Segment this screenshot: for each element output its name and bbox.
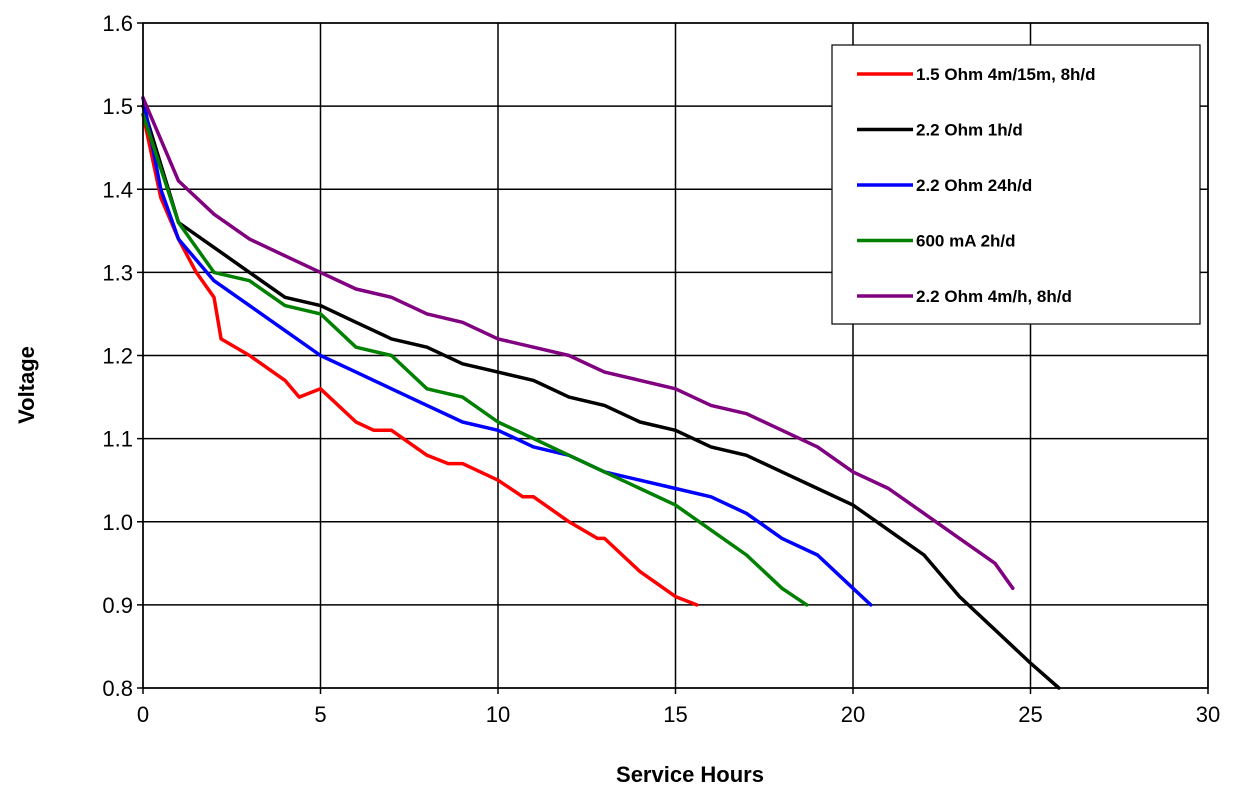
series-line	[141, 112, 809, 607]
y-tick-label: 0.8	[102, 676, 133, 701]
axis-ticks: 0.8 0.9 1.0 1.1 1.2 1.3 1.4 1.5 1.6 0 5 10 15 20 25 30	[102, 11, 1220, 727]
legend-label: 2.2 Ohm 4m/h, 8h/d	[916, 287, 1072, 306]
series-lines	[141, 96, 1061, 690]
legend-label: 1.5 Ohm 4m/15m, 8h/d	[916, 65, 1096, 84]
x-tick-label: 0	[137, 702, 149, 727]
x-tick-label: 30	[1196, 702, 1220, 727]
y-tick-label: 1.2	[102, 344, 133, 369]
legend-label: 600 mA 2h/d	[916, 232, 1016, 251]
legend: 1.5 Ohm 4m/15m, 8h/d 2.2 Ohm 1h/d 2.2 Ohm …	[831, 44, 1201, 325]
y-tick-label: 1.5	[102, 94, 133, 119]
y-axis-title: Voltage	[14, 346, 39, 424]
series-line	[141, 96, 873, 607]
y-tick-label: 1.3	[102, 260, 133, 285]
x-tick-label: 5	[314, 702, 326, 727]
y-tick-label: 0.9	[102, 593, 133, 618]
x-tick-label: 10	[486, 702, 510, 727]
y-tick-label: 1.4	[102, 177, 133, 202]
y-tick-label: 1.6	[102, 11, 133, 36]
legend-label: 2.2 Ohm 24h/d	[916, 176, 1032, 195]
x-tick-label: 20	[841, 702, 865, 727]
series-line	[141, 96, 1015, 591]
x-tick-label: 15	[663, 702, 687, 727]
legend-label: 2.2 Ohm 1h/d	[916, 121, 1023, 140]
x-axis-title: Service Hours	[616, 762, 764, 787]
y-tick-label: 1.1	[102, 427, 133, 452]
x-tick-label: 25	[1018, 702, 1042, 727]
y-tick-label: 1.0	[102, 510, 133, 535]
series-line	[141, 104, 1061, 690]
series-line	[141, 112, 699, 607]
